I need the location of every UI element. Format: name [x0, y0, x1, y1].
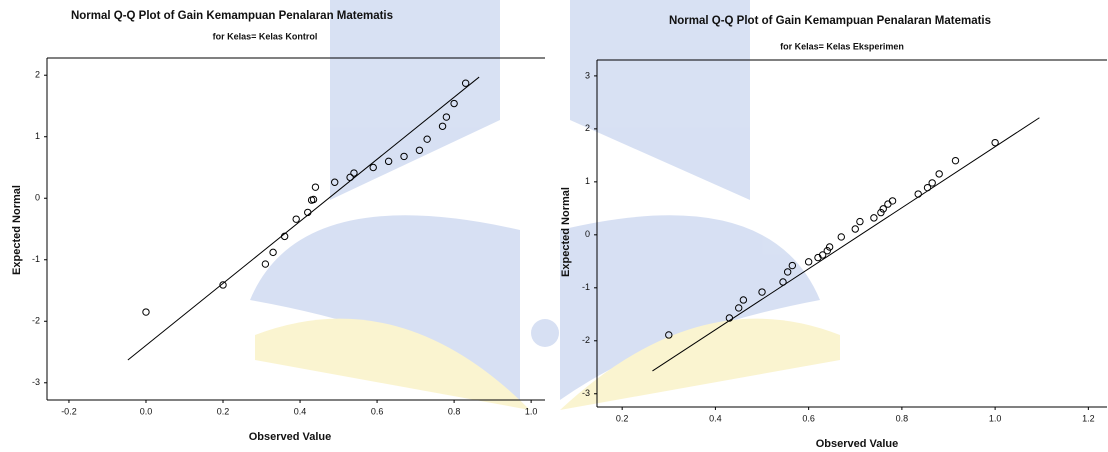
y-tick-label: 3	[585, 70, 590, 80]
y-tick-label: -3	[582, 388, 590, 398]
y-tick-label: 0	[585, 229, 590, 239]
x-tick-label: 0.0	[140, 406, 153, 416]
y-axis-label: Expected Normal	[11, 185, 23, 275]
x-tick-label: 0.4	[709, 413, 722, 423]
y-tick-label: -1	[32, 254, 40, 264]
x-tick-label: 1.2	[1082, 413, 1095, 423]
x-tick-label: 0.8	[448, 406, 461, 416]
x-tick-label: 0.4	[294, 406, 307, 416]
point	[929, 180, 935, 186]
chart-subtitle: for Kelas= Kelas Eksperimen	[780, 41, 904, 51]
x-tick-label: 0.6	[802, 413, 815, 423]
x-tick-label: -0.2	[61, 406, 77, 416]
y-tick-label: 0	[35, 193, 40, 203]
x-tick-label: 1.0	[525, 406, 538, 416]
x-tick-label: 0.6	[371, 406, 384, 416]
point	[915, 191, 921, 197]
chart-title: Normal Q-Q Plot of Gain Kemampuan Penala…	[71, 10, 393, 22]
x-tick-label: 0.2	[217, 406, 230, 416]
y-tick-label: 1	[585, 176, 590, 186]
x-tick-label: 0.8	[896, 413, 909, 423]
x-axis-label: Observed Value	[816, 438, 899, 450]
point	[143, 309, 149, 315]
point	[936, 171, 942, 177]
point	[270, 249, 276, 255]
page: Normal Q-Q Plot of Gain Kemampuan Penala…	[0, 0, 1108, 452]
y-tick-label: 2	[585, 123, 590, 133]
point	[992, 139, 998, 145]
point	[805, 259, 811, 265]
chart-title: Normal Q-Q Plot of Gain Kemampuan Penala…	[669, 15, 991, 27]
x-tick-label: 1.0	[989, 413, 1002, 423]
chart-subtitle: for Kelas= Kelas Kontrol	[213, 31, 318, 41]
y-tick-label: -3	[32, 377, 40, 387]
x-axis-label: Observed Value	[249, 431, 332, 443]
x-tick-label: 0.2	[616, 413, 629, 423]
watermark	[250, 0, 840, 410]
y-tick-label: -1	[582, 282, 590, 292]
point	[312, 184, 318, 190]
watermark-shape	[531, 319, 559, 347]
point	[293, 216, 299, 222]
point	[838, 234, 844, 240]
point	[889, 198, 895, 204]
point	[262, 261, 268, 267]
y-tick-label: 2	[35, 70, 40, 80]
point	[885, 201, 891, 207]
point	[857, 218, 863, 224]
y-tick-label: -2	[32, 316, 40, 326]
y-tick-label: 1	[35, 131, 40, 141]
y-axis-label: Expected Normal	[560, 187, 572, 277]
y-tick-label: -2	[582, 335, 590, 345]
point	[952, 157, 958, 163]
point	[852, 226, 858, 232]
point	[871, 215, 877, 221]
